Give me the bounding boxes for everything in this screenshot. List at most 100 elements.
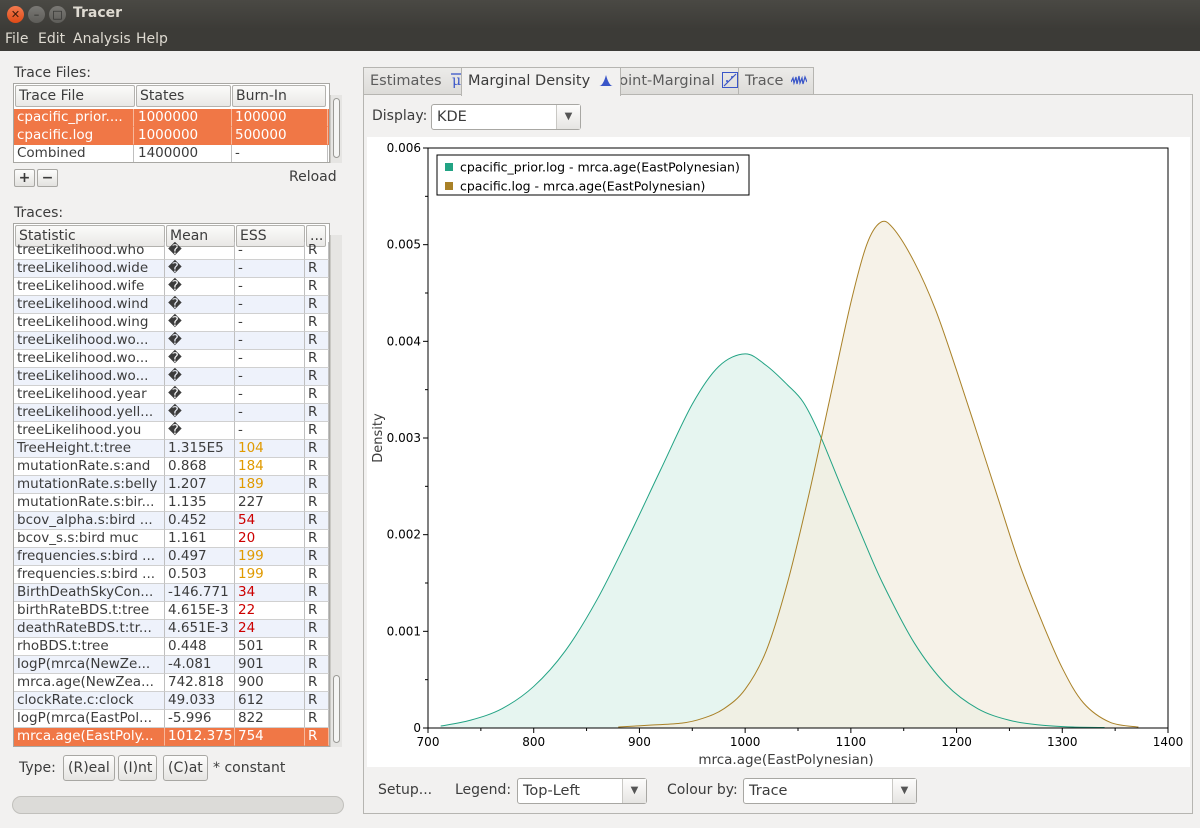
type-int-button[interactable]: (I)nt [118, 755, 158, 781]
trace-row[interactable]: treeLikelihood.you � - R [14, 422, 329, 440]
trace-cell-ess: 189 [235, 476, 305, 494]
tab-joint-marginal[interactable]: Joint-Marginal [608, 67, 746, 95]
trace-row[interactable]: mutationRate.s:bir... 1.135 227 R [14, 494, 329, 512]
trace-cell-ess: 900 [235, 674, 305, 692]
trace-cell-type: R [305, 296, 329, 314]
trace-cell-stat: frequencies.s:bird ... [14, 548, 165, 566]
trace-row[interactable]: treeLikelihood.wife � - R [14, 278, 329, 296]
col-header-burn-in[interactable]: Burn-In [232, 85, 326, 107]
trace-row[interactable]: mutationRate.s:and 0.868 184 R [14, 458, 329, 476]
display-select-value: KDE [437, 109, 467, 125]
trace-row[interactable]: logP(mrca(EastPol... -5.996 822 R [14, 710, 329, 728]
trace-row[interactable]: rhoBDS.t:tree 0.448 501 R [14, 638, 329, 656]
minimize-window-button[interactable]: – [28, 6, 45, 23]
trace-cell-type: R [305, 422, 329, 440]
colour-by-select-value: Trace [749, 783, 788, 799]
trace-cell-type: R [305, 260, 329, 278]
col-header-type[interactable]: ... [306, 225, 326, 247]
col-header-states[interactable]: States [136, 85, 231, 107]
tab-marginal-density[interactable]: Marginal Density [461, 67, 621, 96]
close-window-button[interactable]: ✕ [7, 6, 24, 23]
trace-cell-mean: 4.615E-3 [165, 602, 235, 620]
trace-cell-mean: 0.503 [165, 566, 235, 584]
trace-cell-mean: � [165, 332, 235, 350]
trace-cell-ess: 184 [235, 458, 305, 476]
menu-edit[interactable]: Edit [38, 31, 66, 47]
trace-cell-mean: � [165, 386, 235, 404]
trace-cell-stat: mutationRate.s:and [14, 458, 165, 476]
tab-estimates[interactable]: Estimates μ [363, 67, 473, 95]
trace-row[interactable]: treeLikelihood.wo... � - R [14, 350, 329, 368]
col-header-statistic[interactable]: Statistic [15, 225, 165, 247]
trace-cell-type: R [305, 584, 329, 602]
trace-row[interactable]: frequencies.s:bird ... 0.497 199 R [14, 548, 329, 566]
trace-cell-stat: rhoBDS.t:tree [14, 638, 165, 656]
trace-cell-ess: 104 [235, 440, 305, 458]
trace-cell-type: R [305, 512, 329, 530]
trace-row[interactable]: clockRate.c:clock 49.033 612 R [14, 692, 329, 710]
scroll-thumb[interactable] [333, 98, 340, 158]
maximize-window-button[interactable]: □ [49, 6, 66, 23]
trace-cell-type: R [305, 674, 329, 692]
traces-scrollbar[interactable] [330, 235, 342, 747]
trace-cell-ess: 54 [235, 512, 305, 530]
constant-note: * constant [213, 760, 286, 776]
trace-files-scrollbar[interactable] [330, 95, 342, 163]
add-trace-file-button[interactable]: + [14, 169, 35, 187]
type-cat-button[interactable]: (C)at [163, 755, 208, 781]
trace-row[interactable]: bcov_s.s:bird muc 1.161 20 R [14, 530, 329, 548]
trace-row[interactable]: mutationRate.s:belly 1.207 189 R [14, 476, 329, 494]
trace-row[interactable]: mrca.age(EastPoly... 1012.375 754 R [14, 728, 329, 746]
col-header-trace-file[interactable]: Trace File [15, 85, 135, 107]
trace-row[interactable]: birthRateBDS.t:tree 4.615E-3 22 R [14, 602, 329, 620]
trace-cell-type: R [305, 494, 329, 512]
trace-cell-type: R [305, 728, 329, 746]
scroll-thumb[interactable] [333, 675, 340, 743]
reload-button[interactable]: Reload [289, 169, 337, 185]
trace-cell-type: R [305, 386, 329, 404]
trace-row[interactable]: treeLikelihood.who � - R [14, 242, 329, 260]
trace-row[interactable]: treeLikelihood.wind � - R [14, 296, 329, 314]
setup-button[interactable]: Setup... [378, 782, 433, 798]
menu-file[interactable]: File [5, 31, 29, 47]
trace-file-row[interactable]: Combined 1400000- [14, 145, 329, 162]
trace-cell-mean: 0.497 [165, 548, 235, 566]
trace-cell-mean: � [165, 260, 235, 278]
col-header-ess[interactable]: ESS [236, 225, 305, 247]
trace-file-cell-states: 1000000 [135, 127, 232, 145]
trace-row[interactable]: treeLikelihood.wide � - R [14, 260, 329, 278]
menu-analysis[interactable]: Analysis [73, 31, 131, 47]
trace-row[interactable]: logP(mrca(NewZe... -4.081 901 R [14, 656, 329, 674]
trace-cell-mean: 1.207 [165, 476, 235, 494]
tab-joint-marginal-label: Joint-Marginal [615, 73, 715, 89]
tab-trace[interactable]: Trace [738, 67, 815, 95]
trace-row[interactable]: frequencies.s:bird ... 0.503 199 R [14, 566, 329, 584]
trace-cell-stat: deathRateBDS.t:tr... [14, 620, 165, 638]
legend-select[interactable]: Top-Left ▼ [517, 778, 647, 804]
trace-row[interactable]: treeLikelihood.wing � - R [14, 314, 329, 332]
trace-file-row[interactable]: cpacific_prior.... 1000000 100000 [14, 109, 329, 127]
trace-row[interactable]: TreeHeight.t:tree 1.315E5 104 R [14, 440, 329, 458]
trace-row[interactable]: deathRateBDS.t:tr... 4.651E-3 24 R [14, 620, 329, 638]
trace-row[interactable]: treeLikelihood.wo... � - R [14, 368, 329, 386]
trace-row[interactable]: treeLikelihood.wo... � - R [14, 332, 329, 350]
remove-trace-file-button[interactable]: − [37, 169, 58, 187]
trace-row[interactable]: mrca.age(NewZea... 742.818 900 R [14, 674, 329, 692]
chevron-down-icon: ▼ [622, 779, 646, 803]
menu-help[interactable]: Help [136, 31, 168, 47]
col-header-mean[interactable]: Mean [166, 225, 235, 247]
colour-by-select[interactable]: Trace ▼ [743, 778, 917, 804]
trace-row[interactable]: treeLikelihood.yell... � - R [14, 404, 329, 422]
trace-cell-ess: 24 [235, 620, 305, 638]
trace-cell-stat: treeLikelihood.wide [14, 260, 165, 278]
trace-row[interactable]: BirthDeathSkyCon... -146.771 34 R [14, 584, 329, 602]
trace-row[interactable]: bcov_alpha.s:bird ... 0.452 54 R [14, 512, 329, 530]
trace-file-cell-burnin: 500000 [232, 127, 328, 145]
type-real-button[interactable]: (R)eal [63, 755, 115, 781]
display-select[interactable]: KDE ▼ [431, 104, 581, 130]
trace-files-table: Trace File States Burn-In cpacific_prior… [13, 83, 330, 163]
trace-cell-type: R [305, 314, 329, 332]
trace-file-row[interactable]: cpacific.log 1000000 500000 [14, 127, 329, 145]
trace-cell-ess: - [235, 296, 305, 314]
trace-row[interactable]: treeLikelihood.year � - R [14, 386, 329, 404]
